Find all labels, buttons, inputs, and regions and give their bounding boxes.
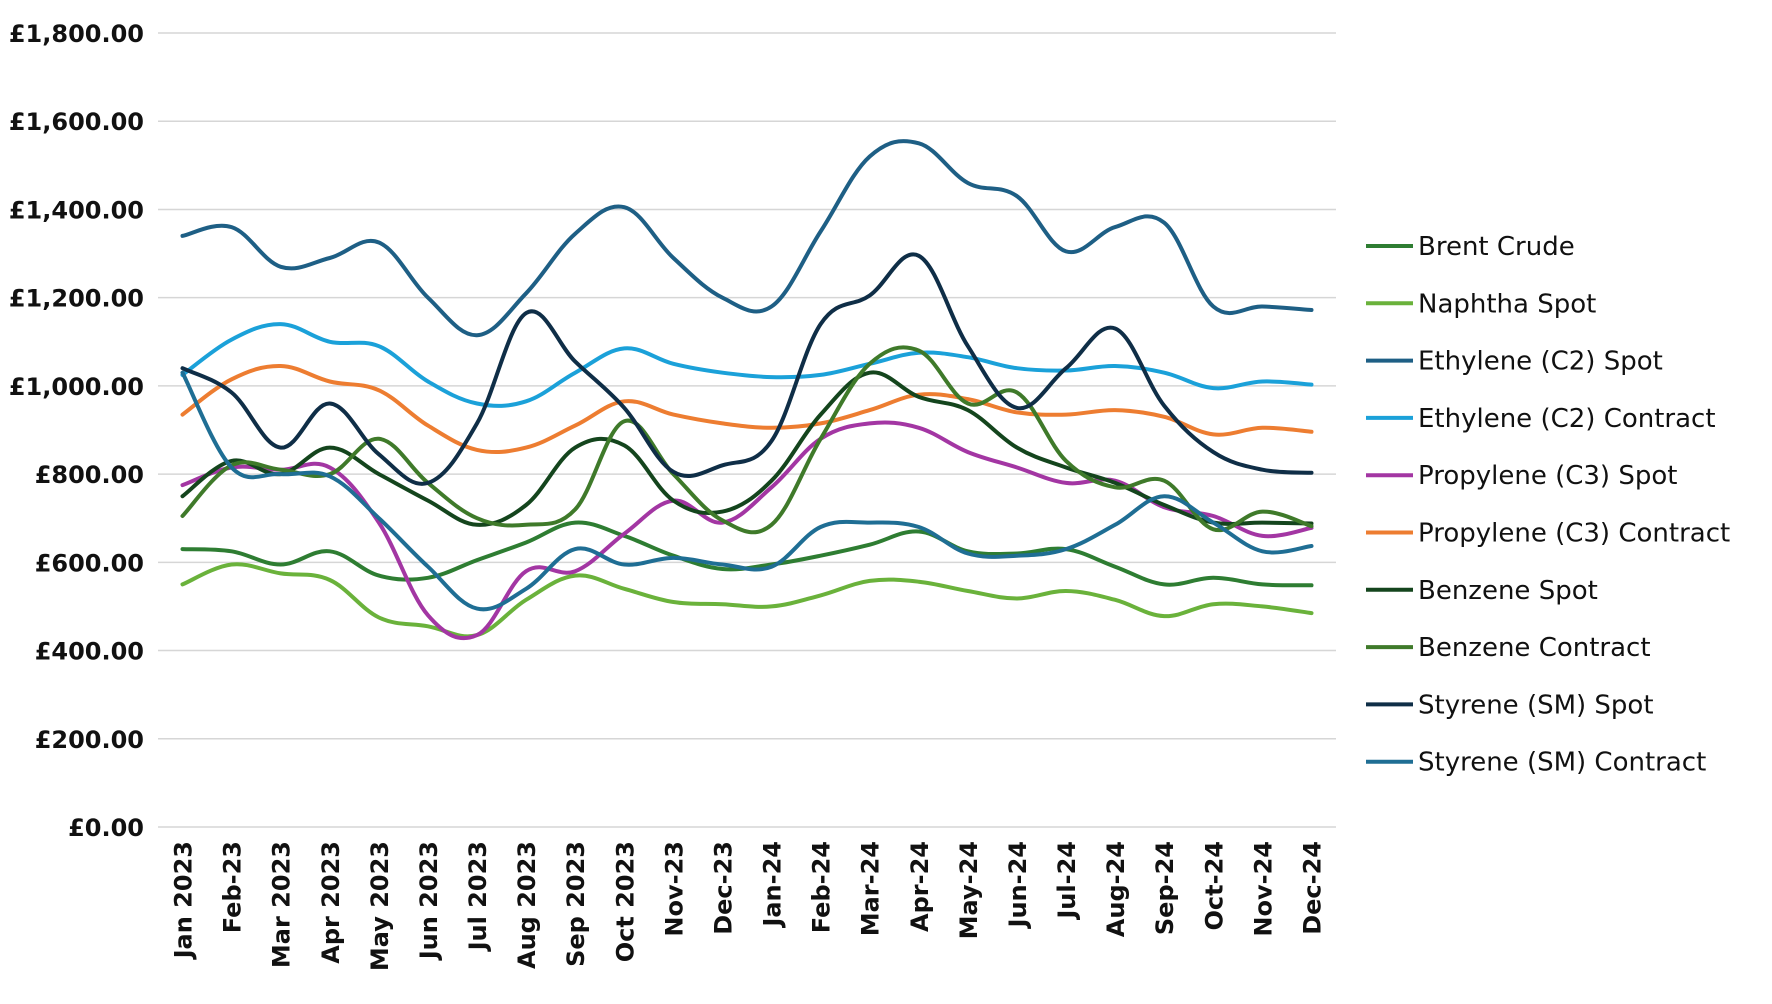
x-tick-label: Jan 2023 xyxy=(170,841,198,960)
x-tick-label: Sep-24 xyxy=(1151,841,1179,935)
x-tick-label: Apr 2023 xyxy=(317,841,345,964)
x-axis-tick-labels: Jan 2023 Feb-23 Mar 2023 Apr 2023 May 2023 Ju… xyxy=(170,841,1327,971)
series-lines xyxy=(180,139,1314,641)
x-tick-label: Oct 2023 xyxy=(611,841,639,962)
legend-entry-label: Brent Crude xyxy=(1418,232,1575,262)
y-tick-label: £800.00 xyxy=(35,461,144,489)
legend-entry-label: Propylene (C3) Spot xyxy=(1418,461,1677,491)
x-tick-label: Feb-24 xyxy=(808,841,836,933)
y-tick-label: £1,200.00 xyxy=(9,285,144,313)
x-tick-label: Sep 2023 xyxy=(562,841,590,967)
legend-entry-label: Naphtha Spot xyxy=(1418,289,1596,319)
series-line-naphtha-spot xyxy=(180,562,1314,639)
series-line-propylene-c3-contract xyxy=(180,363,1314,455)
x-tick-label: Nov-24 xyxy=(1249,841,1277,937)
series-line-benzene-contract xyxy=(180,345,1314,535)
x-tick-label: Oct-24 xyxy=(1200,841,1228,930)
series-line-styrene-sm-spot xyxy=(180,252,1314,486)
x-tick-label: Jan-24 xyxy=(759,841,787,929)
y-tick-label: £0.00 xyxy=(68,814,144,842)
x-tick-label: Jun 2023 xyxy=(415,841,443,961)
series-line-propylene-c3-spot xyxy=(180,420,1314,641)
legend-entry-label: Styrene (SM) Contract xyxy=(1418,748,1706,778)
x-tick-label: Mar 2023 xyxy=(268,841,296,968)
series-line-styrene-sm-contract xyxy=(180,370,1314,612)
x-tick-label: Feb-23 xyxy=(219,841,247,933)
y-tick-label: £1,400.00 xyxy=(9,196,144,224)
series-line-ethylene-c2-contract xyxy=(180,322,1314,408)
y-tick-label: £1,600.00 xyxy=(9,108,144,136)
x-tick-label: May 2023 xyxy=(366,841,394,971)
x-tick-label: Jul 2023 xyxy=(464,841,492,952)
series-line-ethylene-c2-spot xyxy=(180,139,1314,338)
x-tick-label: Apr-24 xyxy=(906,841,934,932)
legend-entry-label: Benzene Contract xyxy=(1418,633,1651,663)
legend-entry-label: Benzene Spot xyxy=(1418,576,1598,606)
series-line-benzene-spot xyxy=(180,370,1314,527)
grid-lines xyxy=(158,32,1336,828)
x-tick-label: Mar-24 xyxy=(857,841,885,936)
x-tick-label: Nov-23 xyxy=(660,841,688,937)
legend-entry-label: Ethylene (C2) Spot xyxy=(1418,347,1663,377)
x-tick-label: Jul-24 xyxy=(1053,841,1081,921)
y-tick-label: £1,800.00 xyxy=(9,20,144,48)
y-tick-label: £400.00 xyxy=(35,638,144,666)
legend-entry-label: Propylene (C3) Contract xyxy=(1418,519,1730,549)
x-tick-label: Aug 2023 xyxy=(513,841,541,969)
y-tick-label: £200.00 xyxy=(35,726,144,754)
legend-entry-label: Styrene (SM) Spot xyxy=(1418,690,1654,720)
x-tick-label: Jun-24 xyxy=(1004,841,1032,929)
y-tick-label: £1,000.00 xyxy=(9,373,144,401)
legend-entry-label: Ethylene (C2) Contract xyxy=(1418,404,1716,434)
x-tick-label: Dec-24 xyxy=(1298,841,1326,935)
x-tick-label: Dec-23 xyxy=(709,841,737,935)
legend: Brent Crude Naphtha Spot Ethylene (C2) Spo… xyxy=(1366,232,1730,778)
x-tick-label: May-24 xyxy=(955,841,983,939)
x-tick-label: Aug-24 xyxy=(1102,841,1130,937)
y-axis-tick-labels: £0.00 £200.00 £400.00 £600.00 £800.00 £1,000.… xyxy=(9,20,144,842)
y-tick-label: £600.00 xyxy=(35,549,144,577)
